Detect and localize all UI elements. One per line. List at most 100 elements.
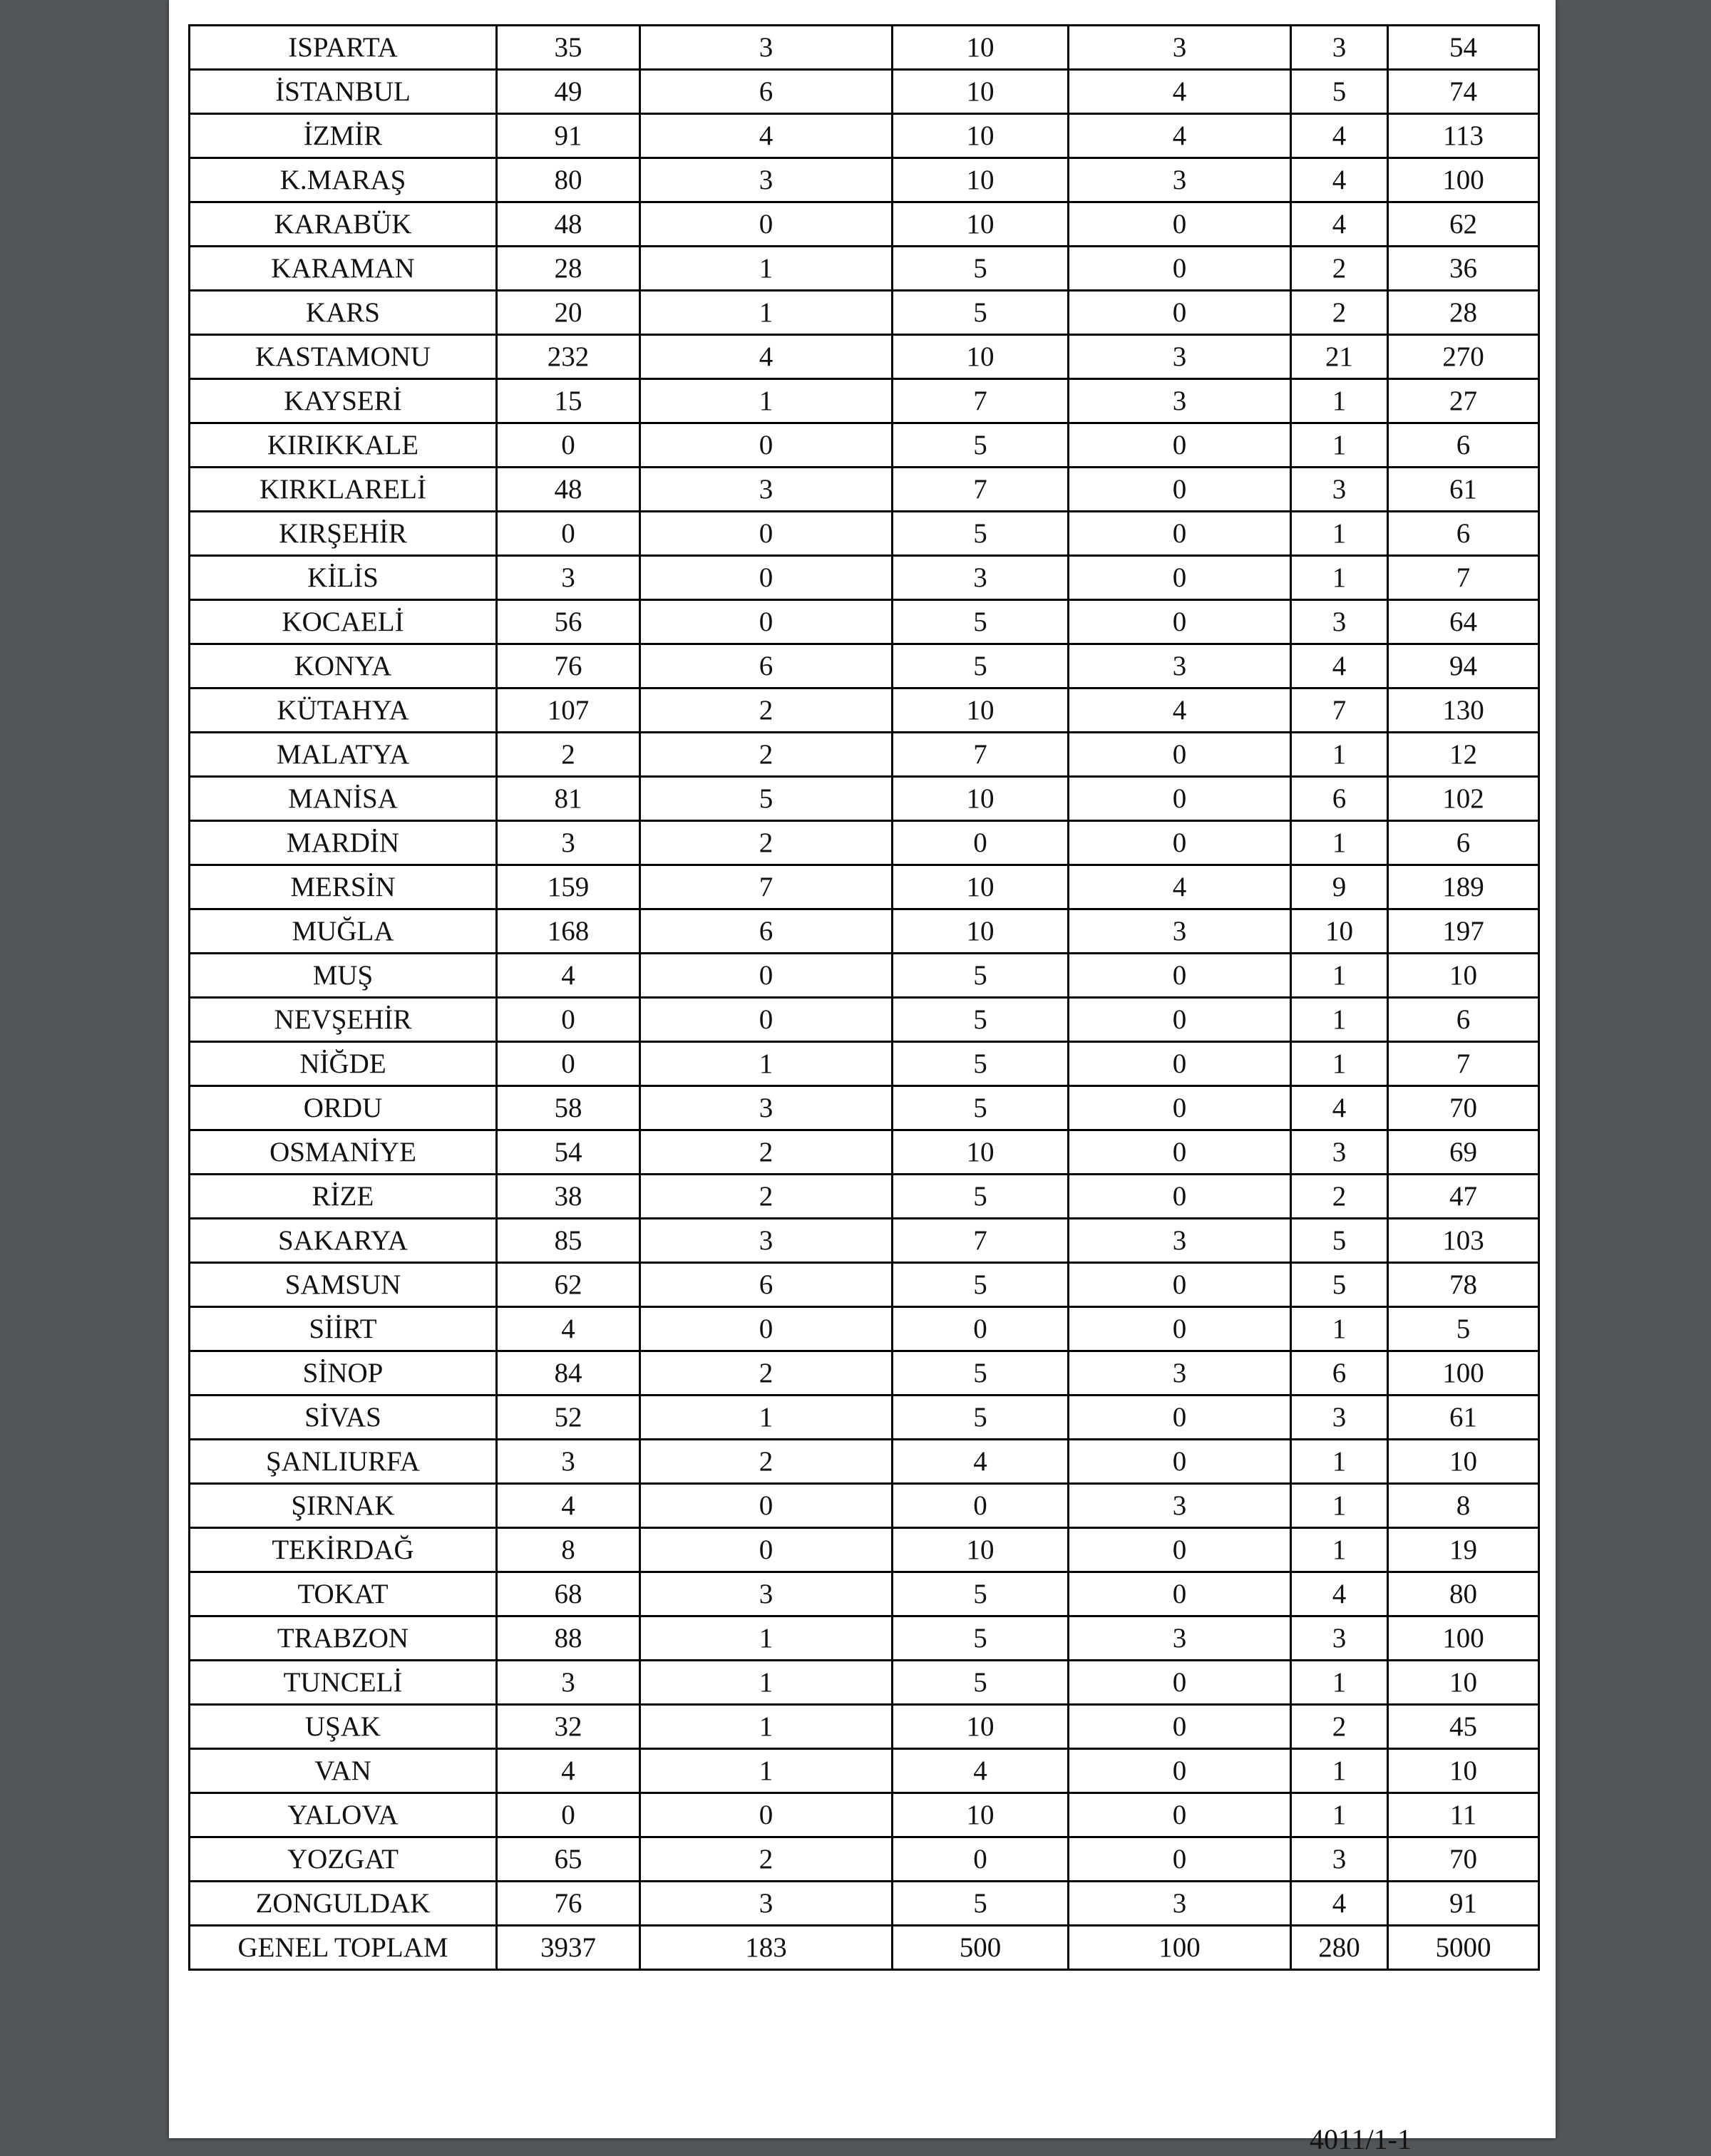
value-cell: 3	[639, 1571, 893, 1617]
table-row: NEVŞEHİR 0 0 5 0 1 6	[188, 996, 1540, 1043]
province-cell: MUĞLA	[188, 908, 498, 954]
value-cell: 5	[891, 643, 1069, 689]
value-cell: 5	[1290, 68, 1389, 115]
table-row: RİZE 38 2 5 0 2 47	[188, 1173, 1540, 1219]
value-cell: 21	[1290, 334, 1389, 380]
value-cell: 1	[1290, 1041, 1389, 1087]
value-cell: 38	[495, 1173, 641, 1219]
value-cell: 10	[1387, 1659, 1540, 1706]
value-cell: 159	[495, 864, 641, 910]
value-cell: 5	[891, 289, 1069, 336]
province-cell: KIRKLARELİ	[188, 466, 498, 512]
value-cell: 84	[495, 1350, 641, 1396]
value-cell: 4	[1290, 113, 1389, 159]
value-cell: 61	[1387, 1394, 1540, 1440]
table-row: OSMANİYE 54 2 10 0 3 69	[188, 1129, 1540, 1175]
value-cell: 5	[1290, 1262, 1389, 1308]
value-cell: 3	[639, 466, 893, 512]
value-cell: 3	[639, 1217, 893, 1264]
value-cell: 12	[1387, 731, 1540, 778]
value-cell: 0	[1067, 775, 1292, 822]
value-cell: 10	[891, 775, 1069, 822]
value-cell: 3	[1067, 1880, 1292, 1927]
value-cell: 2	[639, 1836, 893, 1882]
value-cell: 0	[639, 952, 893, 999]
value-cell: 1	[1290, 1659, 1389, 1706]
value-cell: 1	[1290, 1748, 1389, 1794]
table-row: İSTANBUL 49 6 10 4 5 74	[188, 68, 1540, 115]
value-cell: 0	[1067, 1085, 1292, 1131]
value-cell: 3	[639, 1085, 893, 1131]
province-cell: ISPARTA	[188, 24, 498, 71]
table-row: KARABÜK 48 0 10 0 4 62	[188, 201, 1540, 247]
table-row: YALOVA 0 0 10 0 1 11	[188, 1792, 1540, 1838]
document-page: ISPARTA 35 3 10 3 3 54 İSTANBUL 49 6 10 4 5 74 İZMİR 91…	[169, 0, 1556, 2155]
value-cell: 3	[639, 24, 893, 71]
value-cell: 5	[891, 1571, 1069, 1617]
table-row: İZMİR 91 4 10 4 4 113	[188, 113, 1540, 159]
province-cell: K.MARAŞ	[188, 157, 498, 203]
province-cell: KASTAMONU	[188, 334, 498, 380]
value-cell: 5	[891, 1615, 1069, 1661]
province-cell: MALATYA	[188, 731, 498, 778]
value-cell: 0	[1067, 1703, 1292, 1750]
value-cell: 1	[1290, 1438, 1389, 1485]
value-cell: 6	[639, 643, 893, 689]
province-cell: MERSİN	[188, 864, 498, 910]
province-cell: KONYA	[188, 643, 498, 689]
value-cell: 1	[639, 1615, 893, 1661]
value-cell: 3	[1290, 1129, 1389, 1175]
value-cell: 0	[639, 996, 893, 1043]
province-cell: KIRŞEHİR	[188, 510, 498, 557]
value-cell: 58	[495, 1085, 641, 1131]
value-cell: 280	[1290, 1924, 1389, 1971]
value-cell: 1	[1290, 820, 1389, 866]
table-row: ŞIRNAK 4 0 0 3 1 8	[188, 1482, 1540, 1529]
value-cell: 11	[1387, 1792, 1540, 1838]
value-cell: 62	[1387, 201, 1540, 247]
value-cell: 1	[1290, 1527, 1389, 1573]
province-cell: KAYSERİ	[188, 378, 498, 424]
value-cell: 9	[1290, 864, 1389, 910]
value-cell: 3	[495, 820, 641, 866]
value-cell: 10	[1290, 908, 1389, 954]
value-cell: 5000	[1387, 1924, 1540, 1971]
value-cell: 10	[1387, 1748, 1540, 1794]
value-cell: 0	[891, 820, 1069, 866]
value-cell: 45	[1387, 1703, 1540, 1750]
value-cell: 20	[495, 289, 641, 336]
value-cell: 0	[495, 996, 641, 1043]
value-cell: 5	[891, 599, 1069, 645]
value-cell: 48	[495, 466, 641, 512]
value-cell: 0	[1067, 422, 1292, 468]
value-cell: 1	[1290, 952, 1389, 999]
value-cell: 10	[891, 1527, 1069, 1573]
value-cell: 28	[1387, 289, 1540, 336]
value-cell: 2	[1290, 1173, 1389, 1219]
province-cell: KÜTAHYA	[188, 687, 498, 733]
table-row: TOKAT 68 3 5 0 4 80	[188, 1571, 1540, 1617]
value-cell: 7	[1387, 1041, 1540, 1087]
value-cell: 5	[891, 1173, 1069, 1219]
value-cell: 4	[495, 1306, 641, 1352]
value-cell: 5	[891, 510, 1069, 557]
value-cell: 10	[1387, 1438, 1540, 1485]
value-cell: 3	[1290, 1394, 1389, 1440]
value-cell: 0	[1067, 599, 1292, 645]
value-cell: 69	[1387, 1129, 1540, 1175]
table-row: MUŞ 4 0 5 0 1 10	[188, 952, 1540, 999]
value-cell: 91	[1387, 1880, 1540, 1927]
value-cell: 10	[891, 908, 1069, 954]
value-cell: 3	[1067, 908, 1292, 954]
value-cell: 0	[495, 1041, 641, 1087]
value-cell: 0	[1067, 1438, 1292, 1485]
value-cell: 4	[1067, 687, 1292, 733]
value-cell: 0	[1067, 466, 1292, 512]
value-cell: 4	[495, 952, 641, 999]
value-cell: 5	[891, 1350, 1069, 1396]
table-row: MANİSA 81 5 10 0 6 102	[188, 775, 1540, 822]
value-cell: 5	[891, 1659, 1069, 1706]
value-cell: 4	[1290, 1571, 1389, 1617]
value-cell: 10	[1387, 952, 1540, 999]
value-cell: 4	[495, 1748, 641, 1794]
